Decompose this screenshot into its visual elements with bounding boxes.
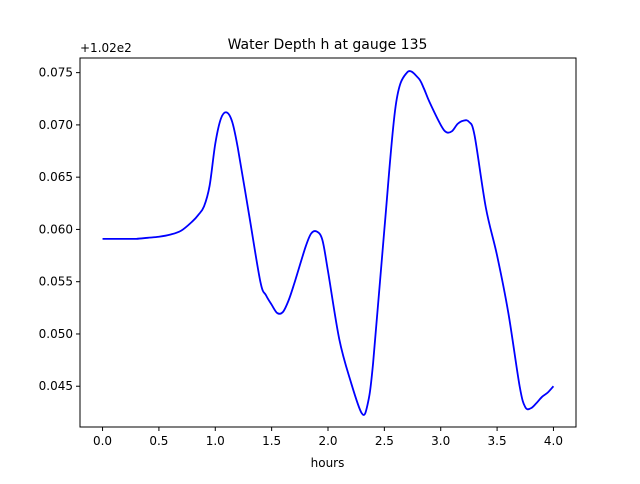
- x-tick-label: 3.0: [431, 434, 450, 448]
- y-tick-label: 0.070: [39, 118, 73, 132]
- x-tick-label: 2.5: [375, 434, 394, 448]
- y-tick-label: 0.055: [39, 275, 73, 289]
- y-tick-label: 0.065: [39, 170, 73, 184]
- x-tick-label: 4.0: [544, 434, 563, 448]
- y-axis-offset-label: +1.02e2: [80, 41, 132, 55]
- y-tick-label: 0.060: [39, 222, 73, 236]
- x-tick-label: 0.0: [93, 434, 112, 448]
- x-tick-label: 3.5: [488, 434, 507, 448]
- chart-title: Water Depth h at gauge 135: [228, 37, 428, 53]
- x-tick-label: 1.5: [262, 434, 281, 448]
- x-tick-label: 1.0: [206, 434, 225, 448]
- x-tick-label: 2.0: [318, 434, 337, 448]
- plot-area-frame: [79, 57, 577, 428]
- x-axis-ticks: 0.0 0.5 1.0 1.5 2.0 2.5 3.0 3.5 4.0: [93, 427, 563, 448]
- y-tick-label: 0.045: [39, 379, 73, 393]
- y-tick-label: 0.050: [39, 327, 73, 341]
- y-tick-label: 0.075: [39, 66, 73, 80]
- series-line: [102, 70, 555, 416]
- x-tick-label: 0.5: [149, 434, 168, 448]
- x-axis-label: hours: [311, 456, 345, 470]
- y-axis-ticks: 0.045 0.050 0.055 0.060 0.065 0.070 0.075: [39, 66, 80, 393]
